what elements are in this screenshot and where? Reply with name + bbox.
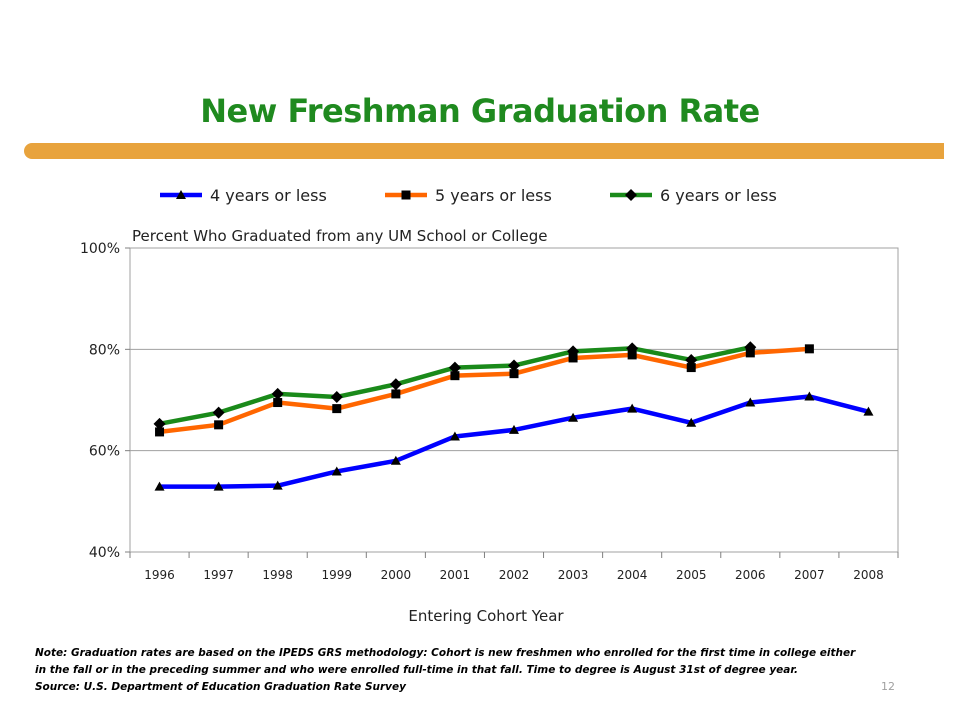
x-tick-label: 2008 [853, 568, 884, 582]
title-accent-bar [24, 143, 944, 159]
legend-label: 4 years or less [210, 186, 327, 205]
x-axis-label: Entering Cohort Year [408, 607, 564, 625]
y-tick-label: 60% [89, 444, 120, 460]
data-point-square [568, 353, 578, 363]
line-chart: 4 years or less 5 years or less 6 years or… [80, 186, 899, 625]
data-point-triangle [627, 403, 638, 413]
data-point-square [686, 363, 696, 373]
data-point-diamond [625, 189, 637, 201]
data-point-diamond [153, 417, 166, 430]
data-point-diamond [685, 353, 698, 366]
data-point-square [450, 371, 460, 381]
source-line: Source: U.S. Department of Education Gra… [35, 681, 406, 693]
data-point-triangle [213, 481, 224, 491]
data-point-square [155, 427, 165, 437]
data-point-triangle [272, 480, 283, 490]
data-point-diamond [744, 341, 757, 354]
data-point-diamond [567, 345, 580, 358]
data-point-triangle [568, 412, 579, 422]
x-tick-label: 1998 [262, 568, 293, 582]
y-tick-label: 80% [89, 342, 120, 358]
page-number: 12 [881, 680, 895, 693]
x-tick-label: 1996 [144, 568, 175, 582]
data-point-triangle [390, 455, 401, 465]
x-tick-label: 2003 [558, 568, 589, 582]
data-point-diamond [389, 378, 402, 391]
x-tick-label: 2004 [617, 568, 648, 582]
x-tick-label: 2006 [735, 568, 766, 582]
x-tick-label: 1999 [321, 568, 352, 582]
data-point-triangle [176, 190, 186, 199]
legend-label: 5 years or less [435, 186, 552, 205]
chart-markers [153, 341, 874, 491]
chart-axes: 40% 60% 80% 100% 1996 1997 1998 1999 2000 2001 200… [80, 241, 899, 582]
y-tick-label: 40% [89, 545, 120, 561]
data-point-diamond [508, 359, 520, 372]
x-tick-label: 2007 [794, 568, 825, 582]
chart-legend: 4 years or less 5 years or less 6 years or… [160, 186, 777, 205]
data-point-triangle [331, 466, 342, 476]
data-point-square [214, 420, 224, 430]
x-tick-label: 2001 [440, 568, 471, 582]
data-point-triangle [154, 481, 165, 491]
data-point-square [627, 350, 637, 360]
data-point-square [509, 369, 519, 379]
data-point-triangle [509, 424, 519, 434]
footnote: Note: Graduation rates are based on the … [35, 645, 955, 696]
data-point-square [273, 398, 283, 408]
x-tick-label: 2005 [676, 568, 707, 582]
chart-title: Percent Who Graduated from any UM School… [132, 227, 547, 245]
x-tick-label: 2000 [381, 568, 412, 582]
data-point-diamond [448, 361, 461, 374]
data-point-diamond [330, 390, 343, 403]
data-point-square [804, 344, 814, 354]
plot-area [129, 247, 899, 553]
legend-label: 6 years or less [660, 186, 777, 205]
data-point-triangle [686, 417, 697, 427]
data-point-triangle [449, 431, 460, 441]
data-point-square [332, 404, 342, 414]
data-point-square [391, 389, 401, 399]
data-point-square [401, 190, 411, 200]
footnote-line: Note: Graduation rates are based on the … [35, 647, 856, 659]
x-tick-label: 1997 [203, 568, 234, 582]
data-point-triangle [745, 397, 756, 407]
data-point-triangle [863, 406, 874, 416]
x-tick-label: 2002 [499, 568, 530, 582]
slide-title: New Freshman Graduation Rate [200, 92, 760, 130]
data-point-triangle [804, 391, 815, 401]
series-line [157, 346, 812, 435]
series-line [157, 394, 871, 489]
data-point-diamond [626, 342, 639, 355]
footnote-line: in the fall or in the preceding summer a… [35, 664, 799, 676]
data-point-diamond [212, 406, 225, 419]
data-point-diamond [271, 387, 284, 400]
y-tick-label: 100% [80, 241, 120, 257]
